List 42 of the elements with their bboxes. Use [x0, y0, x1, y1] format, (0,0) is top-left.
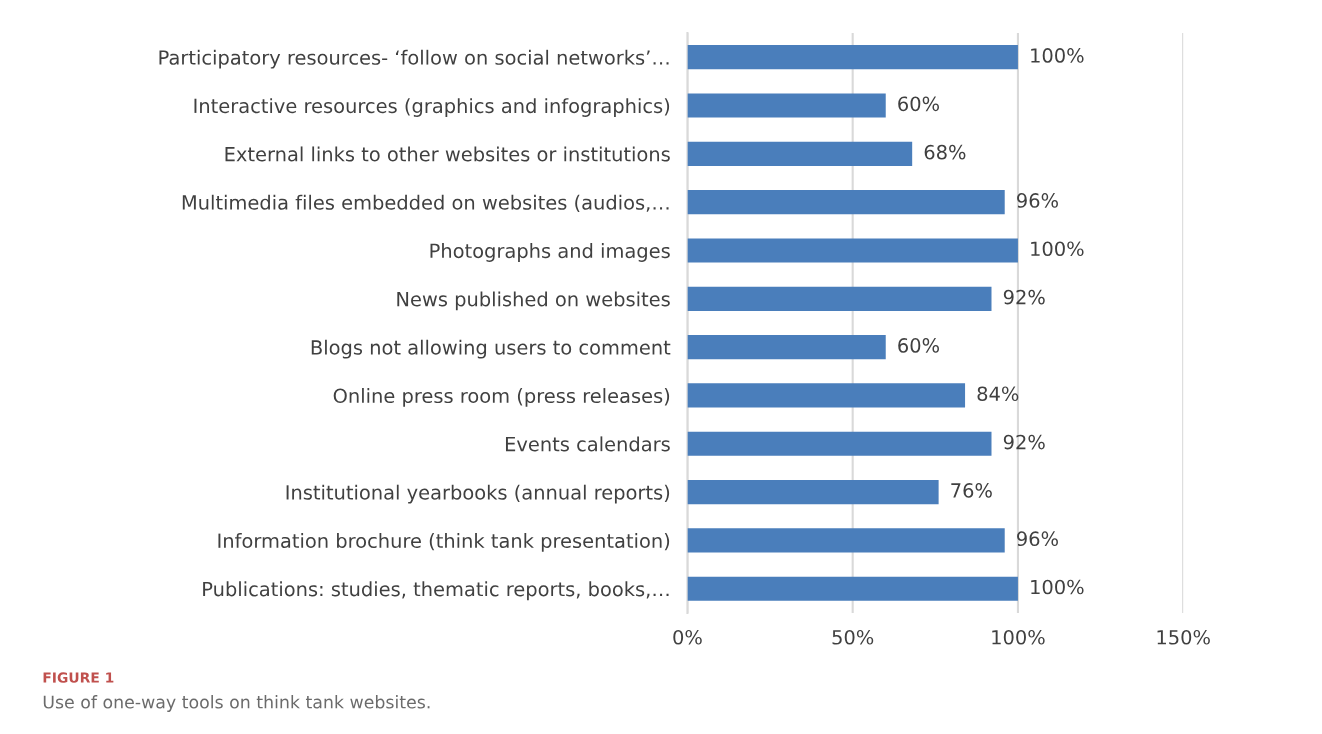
x-tick-label: 0% — [673, 629, 702, 645]
y-tick-label: Publications: studies, thematic reports, books,… — [203, 581, 669, 601]
x-tick-label: 50% — [832, 629, 874, 645]
x-tick-label: 100% — [992, 629, 1045, 645]
bar — [687, 383, 966, 408]
y-tick-label: News published on websites — [397, 291, 670, 311]
bar — [687, 286, 992, 311]
bar — [687, 576, 1018, 601]
y-tick-label: Online press room (press releases) — [333, 388, 670, 407]
bar — [687, 480, 939, 505]
bar — [687, 238, 1018, 263]
data-label: 68% — [924, 144, 966, 160]
data-label: 96% — [1017, 531, 1058, 547]
caption: FIGURE 1 — [43, 672, 114, 683]
y-tick-label: Information brochure (think tank presentation) — [218, 533, 670, 552]
x-tick-label: 150% — [1157, 629, 1210, 645]
data-label: 100% — [1031, 241, 1084, 257]
bar — [687, 93, 886, 118]
data-label: 60% — [898, 338, 939, 353]
data-label: 76% — [951, 483, 992, 498]
y-tick-label: Participatory resources- ‘follow on social networks’… — [159, 49, 669, 69]
y-tick-label: Blogs not allowing users to comment — [311, 339, 671, 359]
data-label: 92% — [1003, 434, 1045, 450]
data-label: 92% — [1003, 289, 1045, 305]
text: Use of one-way tools on think tank websites. — [43, 695, 430, 712]
data-label: 100% — [1031, 48, 1084, 63]
data-label: 96% — [1017, 193, 1058, 208]
bar — [687, 335, 886, 360]
data-label: 84% — [977, 386, 1019, 402]
y-tick-label: Events calendars — [505, 436, 670, 452]
y-tick-label: Multimedia files embedded on websites (audios,… — [182, 194, 669, 213]
y-tick-label: External links to other websites or institutions — [225, 146, 670, 162]
data-label: 100% — [1031, 579, 1084, 595]
bar — [687, 190, 1005, 215]
bar — [687, 141, 913, 166]
y-tick-label: Interactive resources (graphics and infographics) — [194, 98, 670, 117]
y-tick-label: Institutional yearbooks (annual reports) — [286, 484, 670, 504]
bar — [687, 528, 1005, 553]
bar — [687, 431, 992, 456]
bar — [687, 45, 1018, 70]
data-label: 60% — [898, 96, 939, 112]
y-tick-label: Photographs and images — [430, 243, 670, 262]
